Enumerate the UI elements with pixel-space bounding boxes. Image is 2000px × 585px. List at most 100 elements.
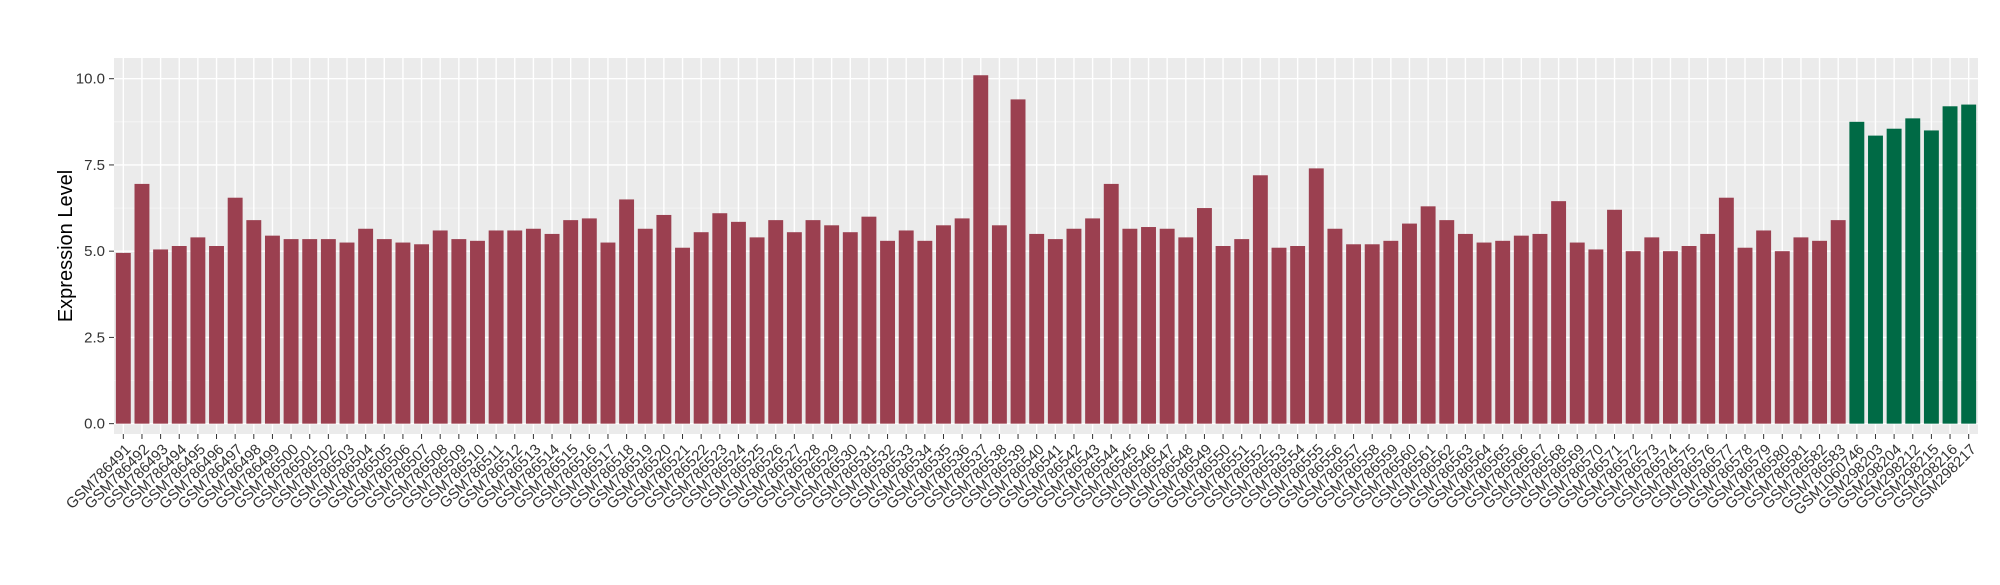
bar (1793, 237, 1809, 424)
bar (954, 218, 970, 424)
bar (936, 225, 951, 424)
bar (1085, 218, 1101, 424)
y-axis-label: Expression Level (55, 170, 77, 322)
bar (1551, 201, 1567, 424)
bar (805, 220, 821, 424)
bar (675, 247, 690, 424)
bar (1495, 240, 1511, 424)
bar (1457, 233, 1473, 424)
bar (1812, 240, 1828, 424)
bar (973, 75, 989, 424)
bar (1010, 99, 1026, 424)
bar (1196, 208, 1212, 424)
bar (1271, 247, 1287, 424)
bar (1159, 228, 1175, 424)
bar (1868, 135, 1883, 424)
bar (1346, 244, 1362, 424)
bar (1215, 246, 1231, 424)
bar (1029, 233, 1045, 424)
bar (1886, 128, 1902, 424)
bar (600, 242, 616, 424)
bar (1756, 230, 1772, 424)
bar (1942, 106, 1958, 424)
bar (917, 240, 933, 424)
bar (1923, 130, 1939, 424)
bar (1625, 251, 1641, 424)
y-tick-label: 5.0 (84, 243, 105, 260)
bar (1178, 237, 1194, 424)
bar (1830, 220, 1846, 424)
bar (842, 232, 858, 424)
bar (1849, 121, 1865, 424)
y-tick-label: 2.5 (84, 329, 105, 346)
bar (432, 230, 448, 424)
bar (768, 220, 784, 424)
bar (1532, 233, 1548, 424)
bar (1402, 223, 1417, 424)
bar (619, 199, 635, 424)
bar (1607, 209, 1622, 424)
bar (153, 249, 169, 424)
bar (656, 214, 672, 424)
bar (1047, 239, 1063, 424)
bar (1234, 239, 1250, 424)
bar (693, 232, 709, 424)
bar (376, 239, 392, 424)
bar (1718, 197, 1734, 424)
bar (1662, 251, 1678, 424)
bar (637, 228, 653, 424)
bar (470, 240, 485, 424)
bar (861, 216, 877, 424)
bar (358, 228, 374, 424)
y-tick-label: 0.0 (84, 416, 105, 433)
y-tick-label: 10.0 (76, 71, 105, 88)
bar (1700, 233, 1716, 424)
bar (1476, 242, 1492, 424)
bar (1066, 228, 1082, 424)
bar (451, 239, 467, 424)
bar (1905, 118, 1921, 424)
bar (991, 225, 1007, 424)
bar (320, 239, 336, 424)
bar (1327, 228, 1343, 424)
bar (1141, 227, 1156, 424)
bar (227, 197, 243, 424)
bar (190, 237, 206, 424)
bar (786, 232, 802, 424)
bar (563, 220, 579, 424)
bar (414, 244, 430, 424)
bar (1383, 240, 1399, 424)
bar (171, 246, 187, 424)
bar (1569, 242, 1585, 424)
plot-background (114, 58, 1978, 434)
bar (1364, 244, 1380, 424)
bar (1122, 228, 1138, 424)
bar (115, 252, 131, 424)
bar (283, 239, 299, 424)
bar (730, 221, 746, 424)
bar (525, 228, 541, 424)
bar (1681, 246, 1697, 424)
bar (1737, 247, 1753, 424)
bar (488, 230, 504, 424)
bar (339, 242, 355, 424)
bar (395, 242, 411, 424)
bar (1103, 183, 1119, 424)
bar (898, 230, 914, 424)
bar (880, 240, 896, 424)
bar (246, 220, 262, 424)
bar (1252, 175, 1268, 424)
bar (134, 183, 150, 424)
bar (1588, 249, 1604, 424)
bar (1420, 206, 1436, 424)
bar (824, 225, 840, 424)
bar (1774, 251, 1790, 424)
bar (1290, 246, 1306, 424)
bar (507, 230, 523, 424)
bar (302, 239, 318, 424)
bar (712, 213, 728, 424)
bar (581, 218, 597, 424)
bar (1513, 235, 1529, 424)
bar (1644, 237, 1660, 424)
